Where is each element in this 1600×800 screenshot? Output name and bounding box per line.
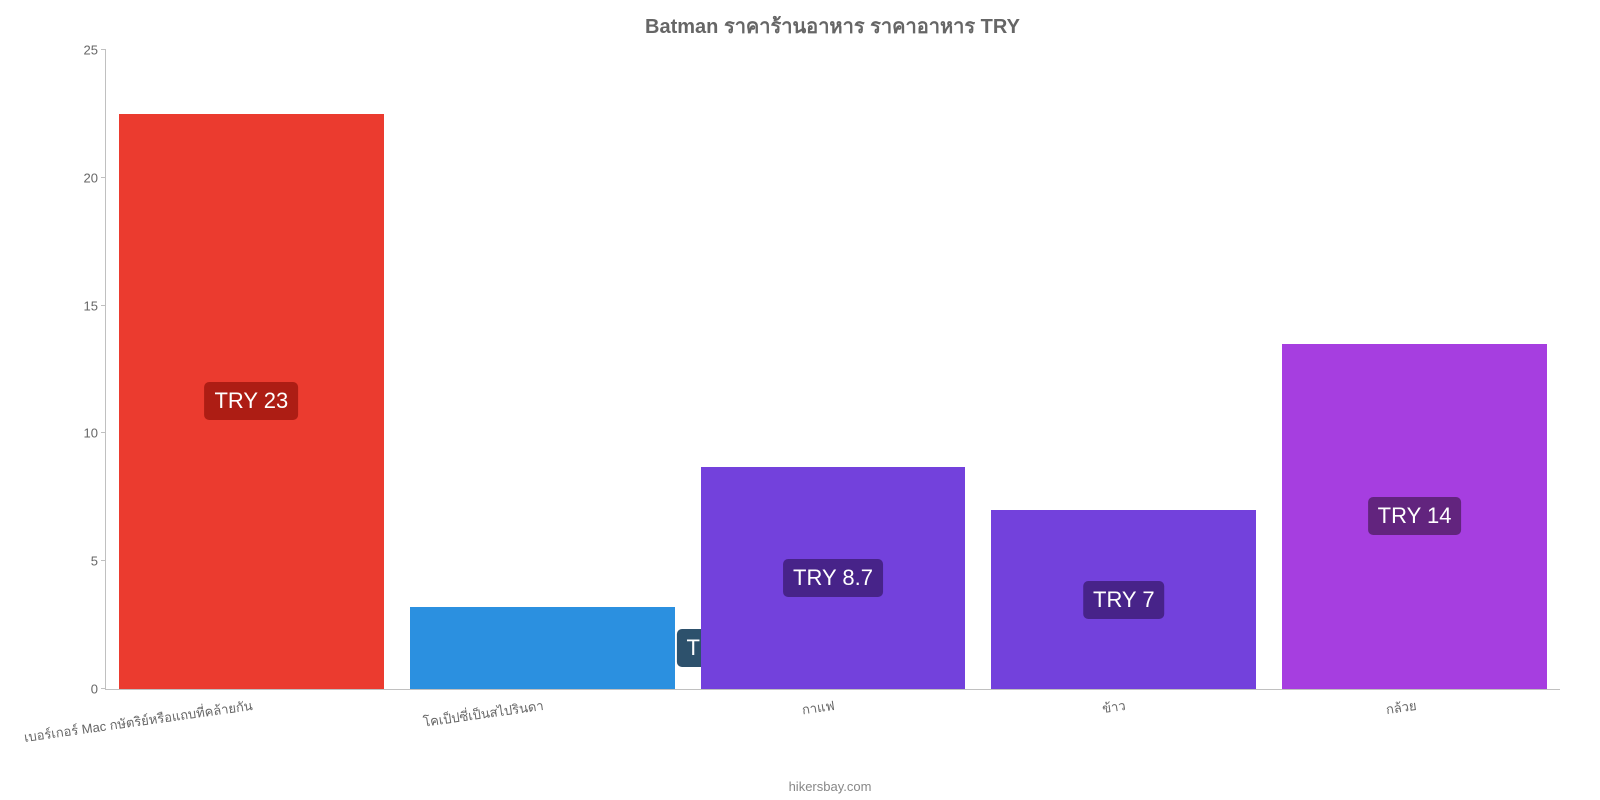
bar-slot: TRY 3.2โคเป็ปซี่เป็นสไปรินดา — [397, 50, 688, 689]
bar: TRY 23 — [119, 114, 384, 689]
x-tick-label: ข้าว — [1101, 695, 1127, 719]
y-tick-mark — [101, 432, 106, 433]
y-tick-label: 15 — [58, 298, 98, 313]
bar-value-label: TRY 14 — [1368, 497, 1462, 535]
attribution-text: hikersbay.com — [789, 779, 872, 794]
bar-value-label: TRY 7 — [1083, 581, 1165, 619]
bar-slot: TRY 7ข้าว — [978, 50, 1269, 689]
bar: TRY 8.7 — [701, 467, 966, 689]
bar-value-label: TRY 23 — [204, 382, 298, 420]
y-tick-mark — [101, 560, 106, 561]
bars-row: TRY 23เบอร์เกอร์ Mac กษัตริย์หรือแถบที่ค… — [106, 50, 1560, 689]
y-tick-label: 5 — [58, 554, 98, 569]
y-tick-mark — [101, 688, 106, 689]
bar-value-label: TRY 8.7 — [783, 559, 883, 597]
bar-slot: TRY 23เบอร์เกอร์ Mac กษัตริย์หรือแถบที่ค… — [106, 50, 397, 689]
y-tick-label: 20 — [58, 170, 98, 185]
x-tick-label: โคเป็ปซี่เป็นสไปรินดา — [422, 695, 545, 733]
chart-container: Batman ราคาร้านอาหาร ราคาอาหาร TRY TRY 2… — [0, 0, 1600, 800]
x-tick-label: กาแฟ — [801, 695, 836, 720]
x-tick-label: กล้วย — [1384, 695, 1417, 720]
y-tick-label: 25 — [58, 43, 98, 58]
bar-slot: TRY 8.7กาแฟ — [688, 50, 979, 689]
bar-slot: TRY 14กล้วย — [1269, 50, 1560, 689]
bar: TRY 7 — [991, 510, 1256, 689]
bar: TRY 14 — [1282, 344, 1547, 689]
y-tick-mark — [101, 177, 106, 178]
plot-area: TRY 23เบอร์เกอร์ Mac กษัตริย์หรือแถบที่ค… — [105, 50, 1560, 690]
bar: TRY 3.2 — [410, 607, 675, 689]
chart-title: Batman ราคาร้านอาหาร ราคาอาหาร TRY — [105, 10, 1560, 42]
y-tick-label: 10 — [58, 426, 98, 441]
y-tick-label: 0 — [58, 682, 98, 697]
x-tick-label: เบอร์เกอร์ Mac กษัตริย์หรือแถบที่คล้ายกั… — [23, 695, 254, 748]
y-tick-mark — [101, 49, 106, 50]
y-tick-mark — [101, 305, 106, 306]
